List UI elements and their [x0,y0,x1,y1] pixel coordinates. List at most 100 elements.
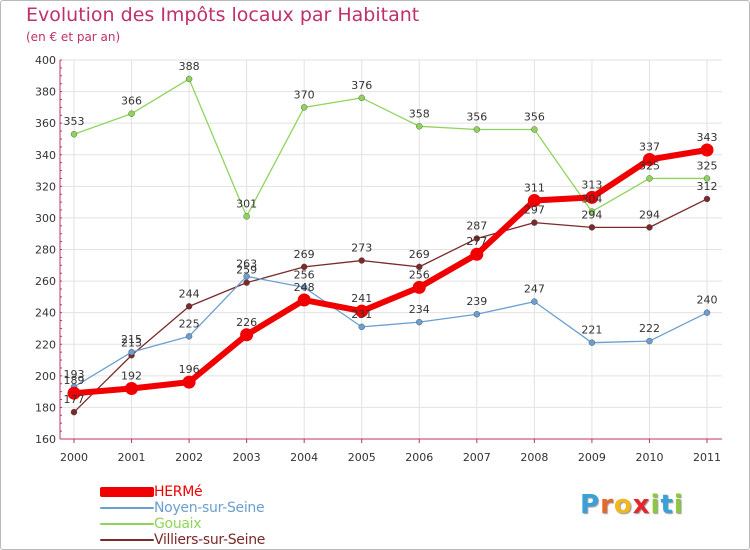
data-point [588,339,596,346]
data-label: 366 [121,95,142,108]
data-point [300,284,308,291]
proxiti-logo: Proxiti [580,490,684,520]
chart-subtitle: (en € et par an) [26,30,121,44]
chart-title: Evolution des Impôts locaux par Habitant [26,4,420,26]
y-tick-label: 360 [35,117,56,130]
logo-letter: t [660,490,674,520]
data-label: 248 [294,281,315,294]
data-point [585,190,599,204]
series-noyen-sur-seine [70,273,711,391]
data-label: 247 [524,283,545,296]
data-label: 356 [466,110,487,123]
series-villiers-sur-seine [70,195,711,416]
y-tick-label: 160 [35,433,56,446]
data-point [416,123,423,130]
data-point [470,247,484,261]
data-label: 234 [409,303,430,316]
data-point [588,208,596,215]
data-point [412,280,426,294]
data-point [646,224,653,231]
x-tick-label: 2000 [60,451,88,464]
x-tick-label: 2008 [520,451,548,464]
data-label: 221 [581,324,602,337]
data-point [703,309,711,316]
y-tick-label: 400 [35,54,56,67]
data-label: 256 [409,268,430,281]
data-label: 241 [351,292,372,305]
data-point [703,175,711,182]
data-point [531,126,538,133]
data-point [185,333,193,340]
x-tick-label: 2002 [175,451,203,464]
data-label: 263 [236,257,257,270]
data-point [588,224,596,231]
data-point [70,408,78,416]
data-label: 231 [351,308,372,321]
data-label: 311 [524,182,545,195]
data-label: 337 [639,140,660,153]
data-label: 225 [179,317,200,330]
data-label: 193 [64,368,85,381]
data-point [358,323,365,331]
y-tick-label: 180 [35,401,56,414]
data-point [125,381,139,395]
x-tick-label: 2010 [635,451,663,464]
data-label: 294 [639,208,660,221]
series-line [73,198,708,413]
x-tick-label: 2005 [348,451,376,464]
y-tick-label: 260 [35,275,56,288]
data-point [240,328,254,342]
data-label: 269 [409,248,430,261]
series-line [71,147,710,397]
data-label: 297 [524,204,545,217]
data-label: 343 [697,131,718,144]
data-label: 215 [121,333,142,346]
data-label: 294 [581,208,602,221]
data-label: 358 [409,107,430,120]
data-point [473,311,481,318]
data-label: 259 [236,264,257,277]
data-point [646,175,653,182]
logo-letter: P [580,490,601,520]
y-tick-label: 320 [35,180,56,193]
data-point [473,235,481,242]
data-point [416,263,423,271]
legend-label: HERMé [154,484,203,500]
data-point [128,110,135,117]
data-point [355,304,369,318]
series-line [73,275,708,388]
data-label: 269 [294,248,315,261]
logo-letter: i [650,490,661,520]
data-label: 273 [351,242,372,255]
data-label: 356 [524,110,545,123]
y-tick-label: 380 [35,86,56,99]
y-tick-label: 220 [35,338,56,351]
data-labels: 177 213 244 259 269 273 269 287 297 294 294 312 353 3… [64,60,718,406]
data-point [416,318,423,326]
data-label: 222 [639,322,660,335]
data-point [531,219,538,226]
data-point [642,152,656,166]
data-label: 313 [581,178,602,191]
data-label: 370 [294,88,315,101]
data-label: 376 [351,79,372,92]
x-tick-label: 2007 [463,451,491,464]
data-label: 277 [466,235,487,248]
logo-letter: o [613,490,633,520]
data-point [182,375,196,389]
data-label: 301 [236,197,257,210]
data-label: 189 [64,374,85,387]
x-tick-label: 2009 [578,451,606,464]
logo-letter: i [673,490,684,520]
series-group [67,75,714,416]
data-label: 353 [64,115,85,128]
logo-letter: r [600,490,614,520]
x-tick-label: 2004 [290,451,318,464]
legend-swatch [100,539,154,541]
legend-swatch [100,487,154,497]
data-point [646,337,653,345]
data-label: 196 [179,363,200,376]
data-point [531,298,538,305]
data-label: 304 [581,193,602,206]
